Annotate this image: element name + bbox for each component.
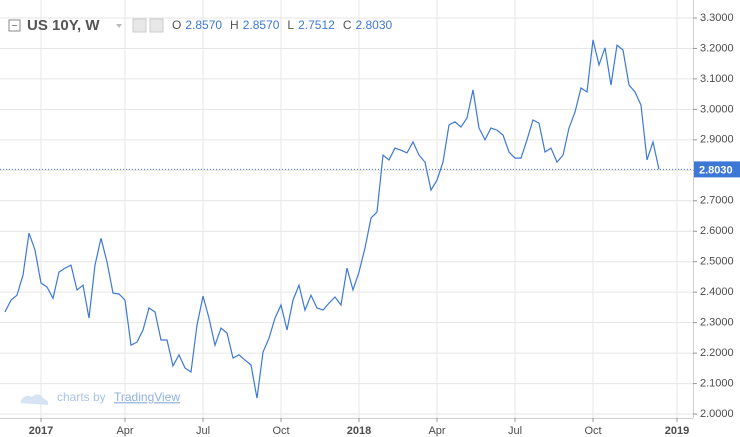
- price-line: [4, 39, 660, 399]
- y-tick-label: 2.6000: [700, 225, 734, 237]
- ohlc-value: 2.8570: [185, 18, 222, 32]
- y-tick-label: 2.5000: [700, 256, 734, 268]
- x-tick-label: 2017: [29, 425, 53, 437]
- y-tick-label: 3.3000: [700, 12, 734, 24]
- x-tick-label: Apr: [116, 425, 133, 437]
- y-tick-label: 2.0000: [700, 408, 734, 420]
- x-tick-label: Jul: [196, 425, 210, 437]
- y-tick-label: 2.7000: [700, 195, 734, 207]
- eye-icon[interactable]: [132, 18, 147, 33]
- x-tick-label: Jul: [508, 425, 522, 437]
- watermark: charts by TradingView: [20, 390, 180, 405]
- y-tick-label: 2.2000: [700, 347, 734, 359]
- x-tick-label: Oct: [272, 425, 289, 437]
- y-tick-label: 3.1000: [700, 73, 734, 85]
- x-tick-label: Oct: [584, 425, 601, 437]
- watermark-prefix: charts by: [57, 390, 106, 404]
- x-tick-label: Apr: [428, 425, 445, 437]
- ohlc-key: H: [230, 18, 239, 32]
- x-tick-label: 2018: [347, 425, 371, 437]
- y-tick-label: 3.2000: [700, 42, 734, 54]
- symbol-dropdown[interactable]: [116, 24, 122, 28]
- y-tick-label: 2.3000: [700, 317, 734, 329]
- y-tick-label: 2.1000: [700, 377, 734, 389]
- y-tick-label: 2.9000: [700, 134, 734, 146]
- ohlc-key: C: [343, 18, 352, 32]
- watermark-brand[interactable]: TradingView: [114, 390, 180, 404]
- settings-icon[interactable]: [149, 18, 164, 33]
- watermark-logo: [20, 394, 49, 405]
- last-price-box: [694, 161, 740, 178]
- collapse-icon[interactable]: [8, 19, 21, 32]
- x-tick-label: 2019: [665, 425, 689, 437]
- header: US 10Y, W O 2.8570 H 2.8570 L 2.7512 C 2.8030: [8, 17, 393, 34]
- ohlc-key: O: [172, 18, 181, 32]
- ohlc-value: 2.8030: [355, 18, 392, 32]
- ohlc-value: 2.7512: [298, 18, 335, 32]
- grid: [0, 0, 693, 418]
- y-tick-label: 3.0000: [700, 103, 734, 115]
- ohlc-value: 2.8570: [243, 18, 280, 32]
- symbol[interactable]: US 10Y, W: [27, 17, 100, 34]
- y-tick-label: 2.4000: [700, 286, 734, 298]
- ohlc-key: L: [287, 18, 294, 32]
- last-price-label: 2.8030: [699, 164, 733, 176]
